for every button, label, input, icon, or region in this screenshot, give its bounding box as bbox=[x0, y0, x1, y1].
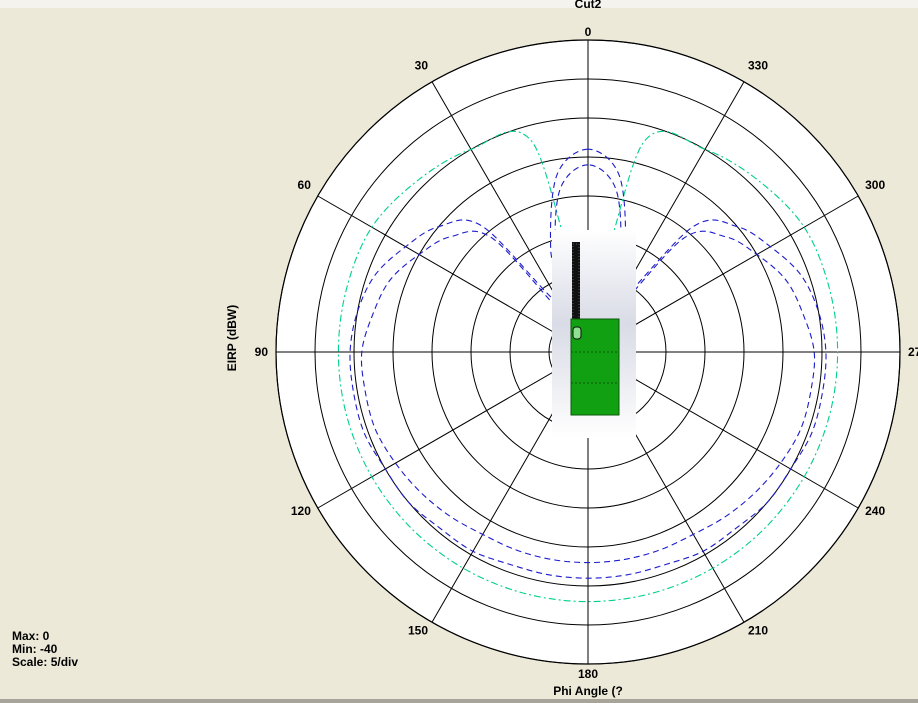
angle-tick-label: 60 bbox=[298, 178, 312, 192]
angle-tick-label: 30 bbox=[415, 59, 429, 73]
device-knob bbox=[572, 326, 582, 340]
angle-tick-label: 120 bbox=[291, 504, 311, 518]
antenna-model-icon bbox=[552, 230, 636, 438]
top-band bbox=[0, 0, 918, 8]
grid-spoke bbox=[317, 195, 589, 353]
angle-tick-label: 210 bbox=[748, 623, 768, 637]
angle-tick-label: 150 bbox=[408, 623, 428, 637]
series-line-3 bbox=[360, 164, 816, 564]
series-layer bbox=[337, 130, 839, 603]
angle-tick-label: 180 bbox=[578, 667, 598, 681]
angle-tick-label: 330 bbox=[748, 59, 768, 73]
stat-min: Min: -40 bbox=[12, 642, 58, 656]
stats-panel: Max: 0 Min: -40 Scale: 5/div bbox=[12, 630, 78, 669]
angle-tick-label: 240 bbox=[865, 504, 885, 518]
antenna-mast bbox=[572, 242, 580, 342]
angle-tick-label: 90 bbox=[255, 345, 269, 359]
bottom-band bbox=[0, 699, 918, 703]
x-axis-title: Phi Angle (? bbox=[553, 684, 623, 698]
angle-labels: 0 30 60 90 120 150 180 210 240 27 300 330 bbox=[255, 25, 918, 681]
angle-tick-label: 27 bbox=[908, 345, 918, 359]
grid-spoke bbox=[317, 351, 589, 509]
angle-tick-label: 300 bbox=[865, 178, 885, 192]
angle-tick-label: 0 bbox=[585, 25, 592, 39]
y-axis-title: EIRP (dBW) bbox=[225, 305, 239, 371]
stat-max: Max: 0 bbox=[12, 629, 50, 643]
stat-scale: Scale: 5/div bbox=[12, 655, 79, 669]
chart-title: Cut2 bbox=[575, 0, 602, 11]
series-line-2 bbox=[349, 148, 827, 579]
